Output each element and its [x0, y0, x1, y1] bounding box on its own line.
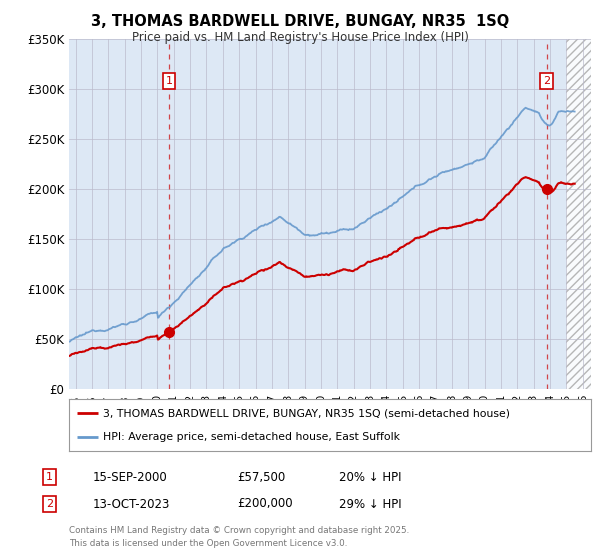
Text: Contains HM Land Registry data © Crown copyright and database right 2025.
This d: Contains HM Land Registry data © Crown c… [69, 526, 409, 548]
Text: 1: 1 [166, 76, 172, 86]
Text: 1: 1 [46, 472, 53, 482]
Text: £200,000: £200,000 [237, 497, 293, 511]
Text: 20% ↓ HPI: 20% ↓ HPI [339, 470, 401, 484]
Text: 2: 2 [543, 76, 550, 86]
Bar [566, 39, 591, 389]
Text: 13-OCT-2023: 13-OCT-2023 [93, 497, 170, 511]
Text: 3, THOMAS BARDWELL DRIVE, BUNGAY, NR35 1SQ (semi-detached house): 3, THOMAS BARDWELL DRIVE, BUNGAY, NR35 1… [103, 408, 510, 418]
Text: 2: 2 [46, 499, 53, 509]
Text: 29% ↓ HPI: 29% ↓ HPI [339, 497, 401, 511]
Text: £57,500: £57,500 [237, 470, 285, 484]
Text: 3, THOMAS BARDWELL DRIVE, BUNGAY, NR35  1SQ: 3, THOMAS BARDWELL DRIVE, BUNGAY, NR35 1… [91, 14, 509, 29]
Text: 15-SEP-2000: 15-SEP-2000 [93, 470, 168, 484]
Text: HPI: Average price, semi-detached house, East Suffolk: HPI: Average price, semi-detached house,… [103, 432, 400, 442]
Text: Price paid vs. HM Land Registry's House Price Index (HPI): Price paid vs. HM Land Registry's House … [131, 31, 469, 44]
